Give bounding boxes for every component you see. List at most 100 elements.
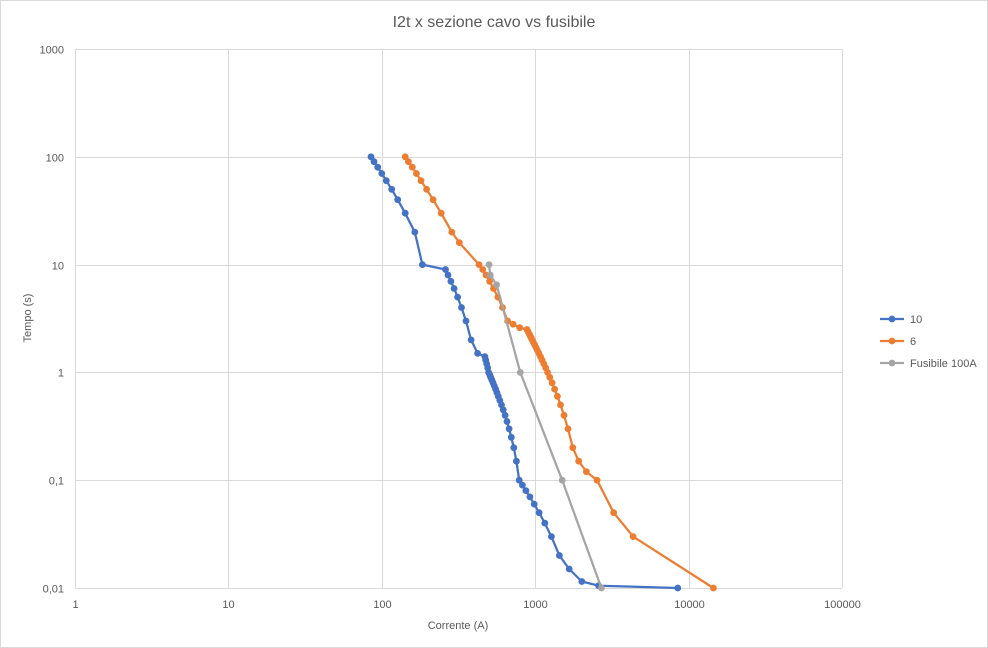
y-tick-label: 0,1 bbox=[49, 476, 64, 488]
data-point bbox=[578, 578, 586, 585]
data-point bbox=[493, 281, 500, 289]
data-point bbox=[454, 293, 461, 301]
data-point bbox=[710, 584, 717, 592]
data-point bbox=[444, 271, 452, 279]
y-tick-label: 1 bbox=[58, 368, 64, 380]
y-tick-label: 10 bbox=[52, 261, 64, 273]
legend-item: Fusibile 100A bbox=[880, 358, 977, 370]
data-point bbox=[382, 177, 390, 185]
data-point bbox=[474, 350, 481, 357]
data-point bbox=[593, 476, 601, 484]
data-point bbox=[610, 509, 618, 517]
x-tick-label: 10 bbox=[222, 599, 234, 611]
data-point bbox=[530, 500, 538, 508]
legend-item: 10 bbox=[880, 314, 922, 326]
data-point bbox=[378, 170, 386, 177]
legend-item: 6 bbox=[880, 336, 916, 348]
data-point bbox=[557, 401, 564, 409]
data-point bbox=[462, 317, 470, 325]
data-point bbox=[486, 271, 494, 279]
data-point bbox=[598, 584, 605, 592]
series-2 bbox=[485, 261, 605, 592]
data-point bbox=[541, 519, 549, 527]
data-point bbox=[554, 392, 561, 400]
data-point bbox=[510, 444, 518, 452]
data-point bbox=[467, 336, 475, 344]
legend-label: Fusibile 100A bbox=[910, 358, 977, 370]
data-point bbox=[499, 406, 507, 414]
data-point bbox=[429, 196, 437, 204]
data-point bbox=[515, 476, 523, 484]
data-point bbox=[417, 177, 425, 185]
series-1 bbox=[401, 153, 717, 592]
data-point bbox=[411, 228, 419, 236]
data-point bbox=[516, 324, 524, 332]
data-point bbox=[450, 285, 458, 292]
data-point bbox=[503, 418, 511, 425]
series-layer bbox=[367, 153, 717, 592]
y-axis-ticks: 0,01 0,1 1 10 100 1000 bbox=[40, 45, 64, 596]
chart-title: I2t x sezione cavo vs fusibile bbox=[393, 14, 596, 31]
data-point bbox=[522, 487, 530, 494]
data-point bbox=[401, 209, 409, 217]
y-tick-label: 1000 bbox=[40, 45, 64, 57]
x-tick-label: 100000 bbox=[824, 599, 861, 611]
series-0 bbox=[367, 153, 682, 592]
data-point bbox=[479, 266, 487, 273]
data-point bbox=[513, 457, 520, 465]
data-point bbox=[370, 158, 378, 166]
data-point bbox=[447, 277, 455, 285]
data-point bbox=[535, 509, 543, 517]
data-point bbox=[565, 565, 573, 573]
data-point bbox=[486, 277, 493, 285]
legend-marker bbox=[888, 315, 896, 323]
data-point bbox=[575, 457, 583, 465]
data-point bbox=[394, 196, 402, 204]
data-point bbox=[405, 158, 412, 166]
data-point bbox=[556, 552, 563, 559]
data-point bbox=[516, 369, 524, 376]
data-point bbox=[485, 261, 493, 268]
data-point bbox=[501, 411, 509, 419]
data-point bbox=[519, 481, 526, 489]
gridlines bbox=[75, 49, 843, 589]
data-point bbox=[546, 373, 554, 381]
data-point bbox=[569, 444, 577, 452]
data-point bbox=[509, 320, 517, 328]
data-point bbox=[437, 209, 445, 217]
data-point bbox=[583, 468, 590, 476]
data-point bbox=[455, 239, 463, 247]
data-point bbox=[526, 493, 534, 501]
legend-marker bbox=[888, 359, 896, 367]
x-tick-label: 10000 bbox=[674, 599, 705, 611]
data-point bbox=[458, 304, 465, 311]
data-point bbox=[388, 185, 396, 193]
data-point bbox=[442, 266, 449, 273]
y-axis-title: Tempo (s) bbox=[22, 294, 34, 343]
data-point bbox=[423, 185, 430, 193]
data-point bbox=[401, 153, 409, 161]
legend: 10 6 Fusibile 100A bbox=[880, 314, 977, 370]
data-point bbox=[505, 425, 513, 433]
data-point bbox=[413, 170, 420, 177]
x-tick-label: 1000 bbox=[523, 599, 547, 611]
data-point bbox=[560, 411, 568, 419]
data-point bbox=[475, 261, 483, 268]
data-point bbox=[558, 476, 566, 484]
legend-label: 6 bbox=[910, 336, 916, 348]
y-tick-label: 0,01 bbox=[43, 584, 64, 596]
y-tick-label: 100 bbox=[46, 153, 64, 165]
data-point bbox=[408, 163, 416, 171]
data-point bbox=[367, 153, 375, 161]
legend-marker bbox=[888, 337, 896, 345]
legend-label: 10 bbox=[910, 314, 922, 326]
data-point bbox=[674, 584, 682, 592]
data-point bbox=[551, 385, 558, 393]
x-axis-title: Corrente (A) bbox=[428, 620, 489, 632]
x-tick-label: 1 bbox=[72, 599, 78, 611]
data-point bbox=[374, 163, 382, 171]
x-tick-label: 100 bbox=[373, 599, 391, 611]
